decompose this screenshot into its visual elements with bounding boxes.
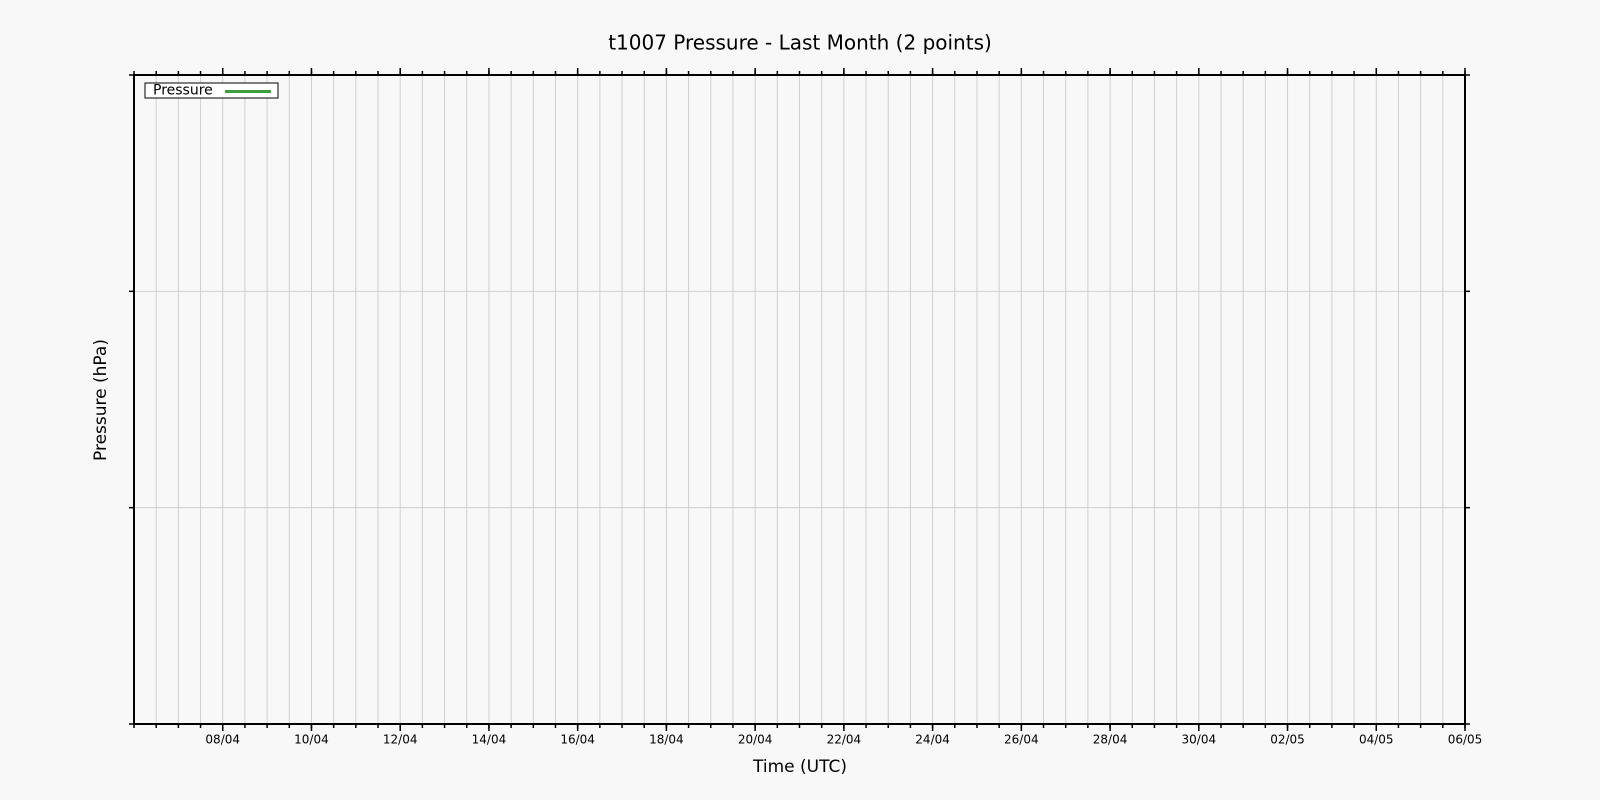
- x-tick-label: 18/04: [649, 733, 684, 747]
- x-axis-label: Time (UTC): [752, 757, 847, 777]
- x-tick-label: 22/04: [827, 733, 862, 747]
- x-tick-label: 26/04: [1004, 733, 1039, 747]
- y-axis-label: Pressure (hPa): [91, 339, 111, 461]
- x-tick-label: 10/04: [294, 733, 329, 747]
- chart-title: t1007 Pressure - Last Month (2 points): [608, 31, 992, 55]
- x-tick-label: 14/04: [472, 733, 507, 747]
- x-tick-label: 08/04: [205, 733, 240, 747]
- x-tick-label: 12/04: [383, 733, 418, 747]
- x-tick-label: 02/05: [1270, 733, 1305, 747]
- x-tick-label: 16/04: [560, 733, 595, 747]
- x-tick-label: 30/04: [1182, 733, 1217, 747]
- legend-box: [144, 82, 279, 99]
- x-tick-label: 06/05: [1448, 733, 1483, 747]
- x-tick-label: 04/05: [1359, 733, 1394, 747]
- x-tick-label: 20/04: [738, 733, 773, 747]
- legend-label: Pressure: [153, 83, 213, 99]
- plot-frame: [133, 74, 1466, 725]
- x-tick-label: 28/04: [1093, 733, 1128, 747]
- x-tick-label: 24/04: [915, 733, 950, 747]
